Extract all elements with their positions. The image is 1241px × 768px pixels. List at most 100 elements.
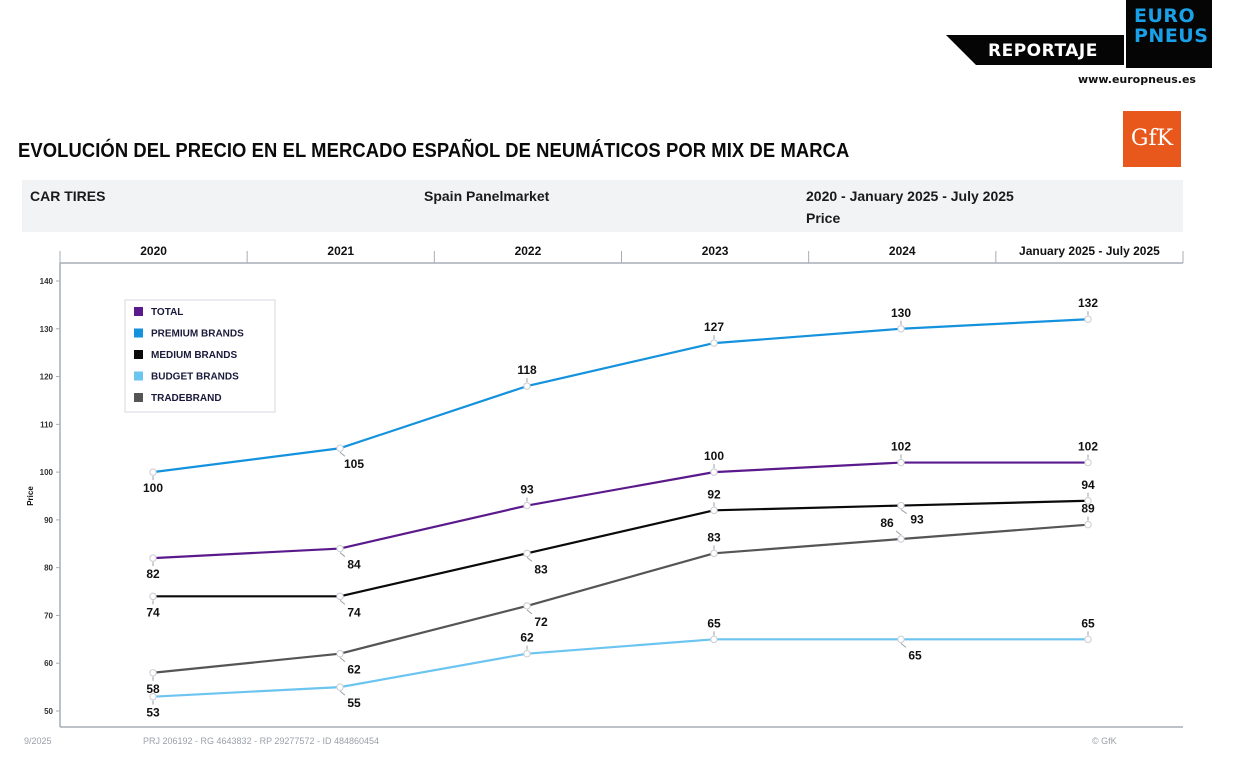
legend-swatch xyxy=(134,307,143,316)
data-point xyxy=(710,506,718,515)
series-tradebrand xyxy=(149,520,1092,677)
data-label: 102 xyxy=(891,440,911,454)
banner-shape xyxy=(946,35,1124,65)
legend-label: PREMIUM BRANDS xyxy=(151,329,244,340)
data-point xyxy=(710,468,718,476)
data-label: 74 xyxy=(347,605,361,619)
y-tick-label: 100 xyxy=(40,468,54,477)
series-line xyxy=(153,499,1089,598)
gfk-logo: GfK xyxy=(1123,111,1181,167)
series-line xyxy=(152,318,1089,474)
data-label: 65 xyxy=(707,616,721,630)
data-label: 100 xyxy=(704,449,724,463)
y-tick-label: 60 xyxy=(44,659,53,668)
legend-swatch xyxy=(134,393,143,402)
series-line xyxy=(152,523,1089,674)
data-point xyxy=(1084,497,1092,505)
logo-line-1: EURO xyxy=(1134,5,1196,27)
label-leader xyxy=(526,556,533,562)
data-point xyxy=(523,549,531,558)
data-label: 74 xyxy=(146,605,160,619)
data-point xyxy=(1084,520,1092,529)
series-line xyxy=(152,638,1088,698)
label-leader xyxy=(900,642,907,648)
data-label: 127 xyxy=(704,320,724,334)
data-label: 132 xyxy=(1078,296,1098,310)
data-point xyxy=(523,649,531,658)
chart-title: EVOLUCIÓN DEL PRECIO EN EL MERCADO ESPAÑ… xyxy=(18,140,850,162)
data-label: 94 xyxy=(1081,478,1095,492)
category-label: CAR TIRES xyxy=(30,188,106,204)
data-point xyxy=(149,669,157,677)
data-point xyxy=(149,468,157,476)
period-label: 2020 - January 2025 - July 2025 xyxy=(806,188,1014,204)
x-category-label: 2021 xyxy=(327,244,354,258)
data-label: 100 xyxy=(143,481,163,495)
legend-label: TOTAL xyxy=(151,307,183,318)
y-tick-label: 80 xyxy=(44,564,53,573)
reportaje-banner: REPORTAJE xyxy=(946,35,1124,65)
x-category-label: 2020 xyxy=(140,244,167,258)
label-leader xyxy=(339,690,346,696)
x-category-label: 2023 xyxy=(702,244,729,258)
logo-line-2: PNEUS xyxy=(1134,25,1209,47)
data-point xyxy=(336,544,344,553)
data-label: 82 xyxy=(146,567,160,581)
legend-swatch xyxy=(134,350,143,359)
data-label: 55 xyxy=(347,696,361,710)
europneus-logo: EURO PNEUS xyxy=(1126,0,1212,68)
category-header: 2020 2021 2022 2023 2024 January 2025 - July … xyxy=(59,244,1184,264)
data-label: 58 xyxy=(146,682,160,696)
data-label: 118 xyxy=(517,363,537,377)
data-point xyxy=(149,592,157,601)
series-budget-brands xyxy=(149,635,1092,701)
legend: TOTAL PREMIUM BRANDS MEDIUM BRANDS BUDGET B… xyxy=(124,299,276,413)
data-point xyxy=(149,554,157,562)
y-tick-label: 140 xyxy=(40,277,54,286)
data-point xyxy=(710,339,718,347)
y-tick-label: 90 xyxy=(44,516,53,525)
data-label: 105 xyxy=(344,457,364,471)
legend-swatch xyxy=(134,328,143,338)
data-point xyxy=(897,325,905,333)
data-point xyxy=(336,592,344,601)
data-point xyxy=(523,501,531,510)
label-leader xyxy=(895,530,902,536)
data-label: 130 xyxy=(891,306,911,320)
axes: 50 60 70 80 90 100 110 120 130 140 Price xyxy=(26,263,1183,728)
series-total xyxy=(149,458,1092,562)
legend-label: TRADEBRAND xyxy=(151,393,222,404)
data-point xyxy=(1084,635,1092,644)
legend-label: MEDIUM BRANDS xyxy=(151,350,237,361)
data-label: 65 xyxy=(1081,616,1095,630)
y-tick-label: 70 xyxy=(44,611,53,620)
series-medium-brands xyxy=(149,497,1092,601)
data-point xyxy=(523,382,531,390)
data-point xyxy=(897,458,905,467)
label-leader xyxy=(526,609,533,615)
legend-box xyxy=(124,299,276,413)
data-point xyxy=(523,602,531,610)
section-label: REPORTAJE xyxy=(988,41,1098,61)
data-point xyxy=(710,635,718,644)
data-label: 84 xyxy=(347,558,361,572)
info-band xyxy=(22,180,1183,232)
y-tick-label: 130 xyxy=(40,325,54,334)
data-label: 65 xyxy=(908,648,922,662)
data-point xyxy=(897,635,905,644)
y-tick-label: 120 xyxy=(40,373,54,382)
legend-label: BUDGET BRANDS xyxy=(151,372,239,383)
label-leader xyxy=(900,509,907,514)
label-leader xyxy=(339,657,346,663)
data-label: 62 xyxy=(520,631,534,645)
series-premium-brands xyxy=(149,315,1092,476)
y-tick-label: 110 xyxy=(40,420,53,429)
data-label: 89 xyxy=(1081,502,1095,516)
data-point xyxy=(149,692,157,701)
data-label: 83 xyxy=(707,530,721,544)
website-link[interactable]: www.europneus.es xyxy=(1078,73,1196,86)
x-category-label: 2024 xyxy=(889,244,916,258)
series-line xyxy=(152,461,1088,560)
data-labels: 82 84 93 100 102 102 100 105 118 127 130 132 74 74 83 9… xyxy=(143,296,1098,719)
